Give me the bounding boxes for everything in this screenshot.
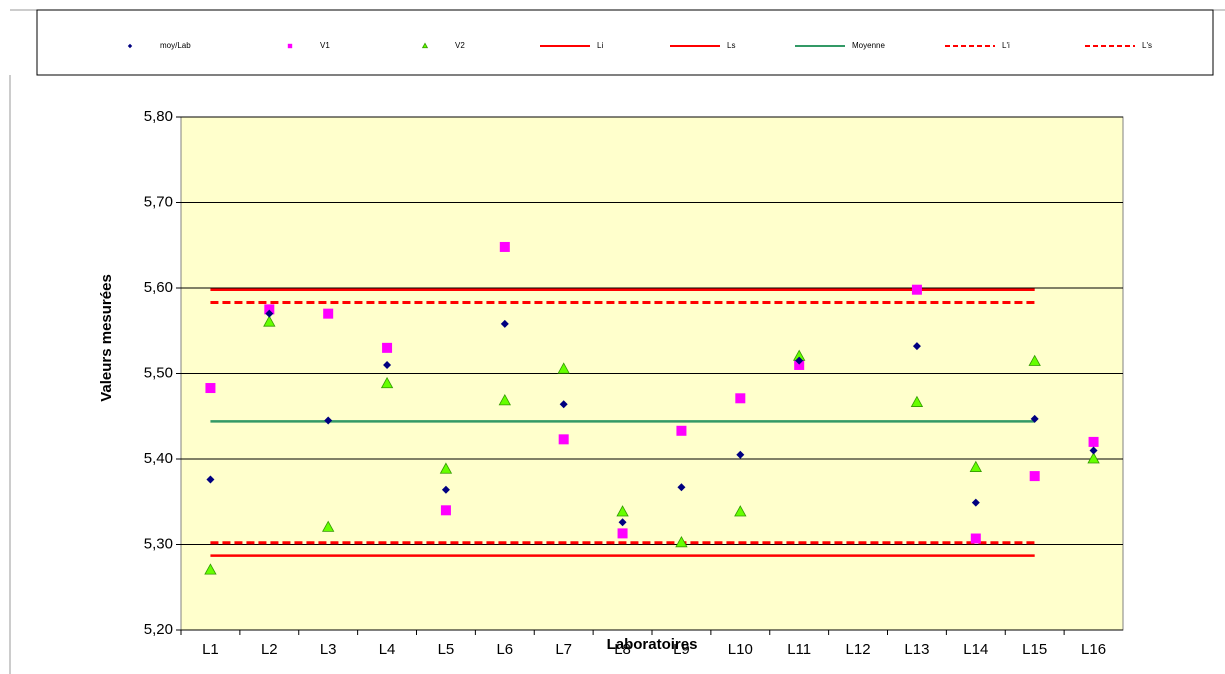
x-tick-label: L16: [1081, 641, 1106, 658]
square-marker: [264, 304, 275, 315]
triangle-marker: [969, 460, 982, 472]
triangle-marker: [439, 462, 453, 474]
triangle-marker: [322, 520, 335, 532]
square-marker: [205, 383, 216, 394]
legend-label: L's: [1142, 41, 1152, 50]
diamond-marker: [500, 319, 509, 328]
x-tick-label: L11: [787, 641, 811, 658]
legend-label: L'i: [1002, 41, 1010, 50]
square-marker: [287, 43, 293, 49]
legend-label: V2: [455, 41, 465, 50]
diamond-marker: [971, 498, 980, 507]
legend-label: Moyenne: [852, 41, 885, 50]
x-tick-label: L10: [728, 641, 753, 658]
diamond-marker: [559, 400, 568, 409]
legend-label: Ls: [727, 41, 735, 50]
x-tick-label: L12: [846, 641, 871, 658]
triangle-marker: [675, 535, 688, 548]
square-marker: [558, 434, 569, 445]
legend-label: Li: [597, 41, 603, 50]
diamond-marker: [265, 309, 274, 318]
diamond-marker: [677, 483, 686, 492]
diamond-marker: [441, 485, 450, 494]
legend-box: [36, 9, 1214, 76]
square-marker: [323, 308, 334, 319]
y-axis-title: Valeurs mesurées: [98, 274, 115, 402]
triangle-marker: [910, 395, 924, 407]
x-tick-label: L14: [963, 641, 988, 658]
y-tick-label: 5,40: [144, 450, 173, 467]
triangle-marker: [1087, 452, 1100, 464]
diamond-marker: [1089, 446, 1098, 455]
diamond-marker: [912, 342, 921, 351]
diamond-marker: [1030, 414, 1039, 423]
legend-label: V1: [320, 41, 330, 50]
x-tick-label: L7: [555, 641, 572, 658]
x-tick-label: L4: [379, 641, 396, 658]
x-axis-title: Laboratoires: [607, 636, 698, 653]
x-tick-label: L6: [496, 641, 513, 658]
diamond-marker: [795, 356, 804, 365]
triangle-marker: [204, 563, 217, 575]
triangle-marker: [616, 505, 629, 517]
y-tick-label: 5,60: [144, 279, 173, 296]
x-tick-label: L1: [202, 641, 219, 658]
x-tick-label: L2: [261, 641, 278, 658]
triangle-marker: [421, 42, 429, 49]
diamond-marker: [618, 518, 627, 527]
triangle-marker: [263, 315, 276, 327]
diamond-marker: [206, 475, 215, 484]
square-marker: [1029, 471, 1040, 482]
diamond-marker: [127, 43, 133, 49]
x-tick-label: L15: [1022, 641, 1047, 658]
x-tick-label: L5: [438, 641, 455, 658]
y-tick-label: 5,20: [144, 621, 173, 638]
x-tick-label: L8: [614, 641, 631, 658]
x-tick-label: L13: [904, 641, 929, 658]
square-marker: [676, 425, 687, 436]
triangle-marker: [498, 394, 511, 406]
y-tick-label: 5,50: [144, 364, 173, 381]
square-marker: [970, 533, 981, 544]
square-marker: [911, 284, 922, 295]
y-tick-label: 5,30: [144, 535, 173, 552]
square-marker: [735, 393, 746, 404]
triangle-marker: [380, 376, 394, 389]
y-tick-label: 5,70: [144, 193, 173, 210]
square-marker: [499, 241, 510, 252]
square-marker: [794, 359, 805, 370]
diamond-marker: [383, 360, 392, 369]
legend-label: moy/Lab: [160, 41, 191, 50]
triangle-marker: [1028, 354, 1041, 366]
x-tick-label: L9: [673, 641, 690, 658]
square-marker: [1088, 436, 1099, 447]
square-marker: [440, 505, 451, 516]
y-tick-label: 5,80: [144, 108, 173, 125]
diamond-marker: [324, 416, 333, 425]
triangle-marker: [734, 505, 747, 517]
square-marker: [617, 528, 628, 539]
triangle-marker: [557, 362, 570, 374]
x-tick-label: L3: [320, 641, 337, 658]
diamond-marker: [736, 450, 745, 459]
square-marker: [382, 342, 393, 353]
